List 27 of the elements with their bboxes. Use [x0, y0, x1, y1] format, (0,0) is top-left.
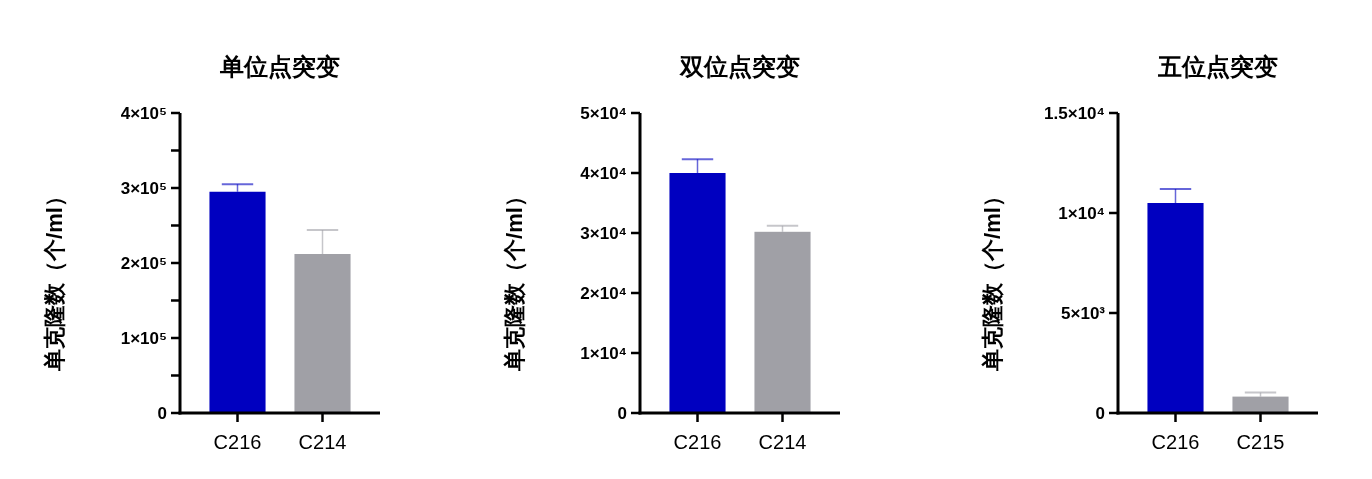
y-tick-label: 1×10⁴ [580, 344, 627, 363]
x-tick-label: C216 [213, 431, 262, 453]
y-tick-label: 0 [617, 404, 627, 423]
y-tick-label: 3×10⁴ [580, 224, 627, 243]
y-tick-label: 1.5×10⁴ [1044, 104, 1105, 123]
y-tick-label: 1×10⁴ [1058, 204, 1105, 223]
y-tick-label: 3×10⁵ [120, 179, 167, 198]
y-tick-label: 4×10⁵ [120, 104, 167, 123]
y-axis-title: 单克隆数（个/ml） [980, 185, 1005, 372]
chart-title: 五位点突变 [1157, 53, 1278, 80]
y-axis-title: 单克隆数（个/ml） [502, 185, 527, 372]
y-tick-label: 0 [157, 404, 167, 423]
x-tick-label: C215 [1236, 431, 1285, 453]
y-tick-label: 2×10⁵ [120, 254, 167, 273]
x-tick-label: C216 [1151, 431, 1200, 453]
x-tick-label: C214 [758, 431, 807, 453]
x-tick-label: C214 [298, 431, 347, 453]
y-tick-label: 2×10⁴ [580, 284, 627, 303]
y-tick-label: 5×10⁴ [580, 104, 627, 123]
y-axis-title: 单克隆数（个/ml） [42, 185, 67, 372]
x-tick-label: C216 [673, 431, 722, 453]
y-tick-label: 1×10⁵ [120, 329, 167, 348]
y-tick-label: 4×10⁴ [580, 164, 627, 183]
y-tick-label: 5×10³ [1061, 304, 1106, 323]
chart-title: 单位点突变 [219, 53, 340, 80]
chart-title: 双位点突变 [679, 53, 800, 80]
y-tick-label: 0 [1095, 404, 1105, 423]
